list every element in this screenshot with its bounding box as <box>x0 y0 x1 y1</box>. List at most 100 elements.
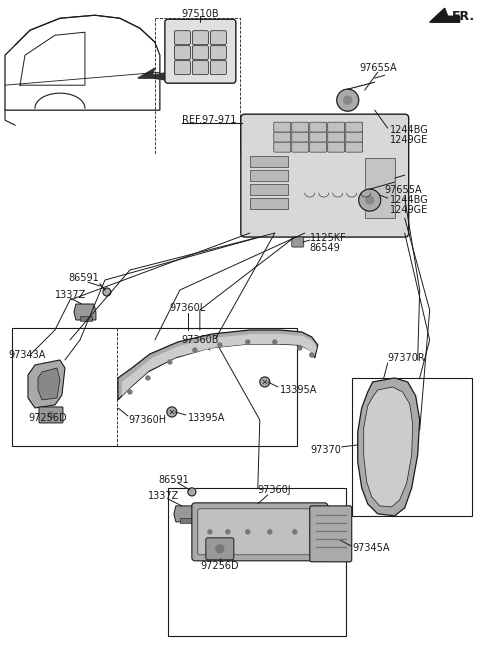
Circle shape <box>310 530 314 534</box>
FancyBboxPatch shape <box>274 132 291 142</box>
Polygon shape <box>364 387 413 507</box>
Circle shape <box>167 407 177 417</box>
Circle shape <box>216 545 224 553</box>
Circle shape <box>337 89 359 111</box>
Circle shape <box>48 412 54 418</box>
FancyBboxPatch shape <box>174 46 191 60</box>
Text: 97370R: 97370R <box>388 353 425 363</box>
Text: FR.: FR. <box>452 10 475 23</box>
FancyBboxPatch shape <box>192 503 328 561</box>
Text: 97360J: 97360J <box>258 485 291 495</box>
Bar <box>180 518 192 523</box>
Circle shape <box>298 346 302 350</box>
Bar <box>80 316 92 321</box>
Polygon shape <box>138 68 170 80</box>
Polygon shape <box>174 506 196 522</box>
Text: 97360H: 97360H <box>128 415 166 425</box>
Text: 97343A: 97343A <box>8 350 46 360</box>
Text: 97655A: 97655A <box>384 185 422 195</box>
Circle shape <box>193 348 197 352</box>
Text: 97510B: 97510B <box>181 9 219 19</box>
Circle shape <box>128 390 132 394</box>
FancyBboxPatch shape <box>346 122 363 132</box>
FancyBboxPatch shape <box>328 142 345 152</box>
Circle shape <box>273 340 277 344</box>
Text: 86549: 86549 <box>310 243 340 253</box>
FancyBboxPatch shape <box>328 122 345 132</box>
Text: 97360B: 97360B <box>181 335 218 345</box>
FancyBboxPatch shape <box>206 538 234 560</box>
FancyBboxPatch shape <box>210 31 227 45</box>
Bar <box>365 158 395 218</box>
FancyBboxPatch shape <box>292 122 309 132</box>
FancyBboxPatch shape <box>192 31 208 45</box>
Polygon shape <box>358 378 420 516</box>
Text: 97256D: 97256D <box>201 561 239 571</box>
FancyBboxPatch shape <box>310 122 327 132</box>
FancyBboxPatch shape <box>198 509 322 555</box>
Text: 13395A: 13395A <box>188 413 225 423</box>
Polygon shape <box>74 304 96 320</box>
Bar <box>12 328 297 446</box>
FancyBboxPatch shape <box>192 61 208 75</box>
FancyBboxPatch shape <box>210 46 227 60</box>
Text: 97345A: 97345A <box>353 543 390 553</box>
Circle shape <box>146 376 150 380</box>
FancyBboxPatch shape <box>39 407 63 423</box>
Polygon shape <box>38 368 60 400</box>
Text: 1244BG: 1244BG <box>390 195 429 205</box>
Text: 86591: 86591 <box>68 273 99 283</box>
FancyBboxPatch shape <box>165 19 236 83</box>
Circle shape <box>103 288 111 296</box>
FancyBboxPatch shape <box>346 142 363 152</box>
Bar <box>250 156 288 167</box>
Polygon shape <box>122 334 317 396</box>
FancyBboxPatch shape <box>292 132 309 142</box>
Circle shape <box>293 530 297 534</box>
Circle shape <box>168 360 172 364</box>
Circle shape <box>310 353 314 357</box>
Circle shape <box>208 530 212 534</box>
Circle shape <box>218 343 222 347</box>
Text: 1337Z: 1337Z <box>148 491 179 501</box>
FancyBboxPatch shape <box>328 132 345 142</box>
Text: 97256D: 97256D <box>28 413 67 423</box>
Circle shape <box>366 196 374 204</box>
Polygon shape <box>118 330 318 400</box>
Bar <box>250 184 288 195</box>
Circle shape <box>268 530 272 534</box>
Circle shape <box>226 530 230 534</box>
Circle shape <box>188 488 196 496</box>
FancyBboxPatch shape <box>274 142 291 152</box>
FancyBboxPatch shape <box>346 132 363 142</box>
Text: 97370: 97370 <box>311 445 342 455</box>
Bar <box>168 488 346 636</box>
FancyBboxPatch shape <box>292 237 304 247</box>
Text: REF.97-971: REF.97-971 <box>182 115 236 125</box>
FancyBboxPatch shape <box>174 61 191 75</box>
Text: 1125KF: 1125KF <box>310 233 347 243</box>
Circle shape <box>344 96 352 104</box>
FancyBboxPatch shape <box>292 142 309 152</box>
Text: 1249GE: 1249GE <box>390 205 428 215</box>
FancyBboxPatch shape <box>174 31 191 45</box>
Text: 1249GE: 1249GE <box>390 135 428 145</box>
FancyBboxPatch shape <box>310 506 352 562</box>
Text: 97655A: 97655A <box>360 63 397 73</box>
Text: 1337Z: 1337Z <box>55 290 86 300</box>
Polygon shape <box>28 360 65 408</box>
FancyBboxPatch shape <box>192 46 208 60</box>
Circle shape <box>246 340 250 344</box>
FancyBboxPatch shape <box>210 61 227 75</box>
Text: 1244BG: 1244BG <box>390 125 429 135</box>
Polygon shape <box>430 9 460 22</box>
Circle shape <box>246 530 250 534</box>
Circle shape <box>260 377 270 387</box>
Text: 97360L: 97360L <box>170 303 206 313</box>
FancyBboxPatch shape <box>274 122 291 132</box>
FancyBboxPatch shape <box>310 132 327 142</box>
Bar <box>250 198 288 209</box>
FancyBboxPatch shape <box>310 142 327 152</box>
Circle shape <box>359 189 381 211</box>
Bar <box>250 170 288 181</box>
